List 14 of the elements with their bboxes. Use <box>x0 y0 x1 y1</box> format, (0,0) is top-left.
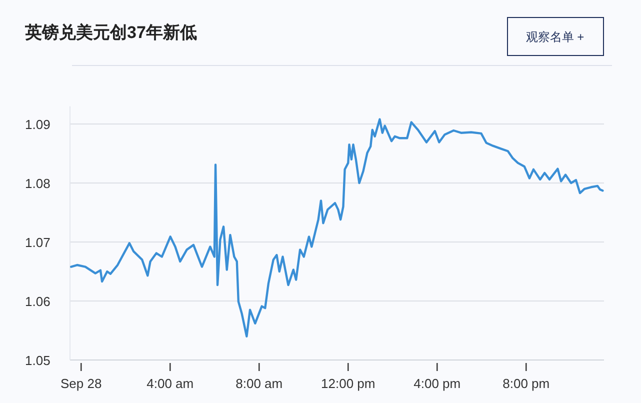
x-tick-label: Sep 28 <box>60 376 102 391</box>
y-tick-label: 1.05 <box>25 353 50 368</box>
chart-title: 英镑兑美元创37年新低 <box>24 23 197 42</box>
x-tick-label: 12:00 pm <box>321 376 376 391</box>
x-tick-label: 8:00 pm <box>502 376 550 391</box>
y-tick-label: 1.07 <box>25 235 50 250</box>
button: 观察名单 + <box>507 17 604 56</box>
y-tick-label: 1.06 <box>25 294 50 309</box>
y-tick-label: 1.09 <box>25 117 50 132</box>
x-tick-label: 4:00 pm <box>414 376 461 391</box>
y-tick-label: 1.08 <box>25 176 50 191</box>
line-series <box>70 118 604 338</box>
x-tick-label: 4:00 am <box>146 376 194 391</box>
x-tick-label: 8:00 am <box>236 376 283 391</box>
